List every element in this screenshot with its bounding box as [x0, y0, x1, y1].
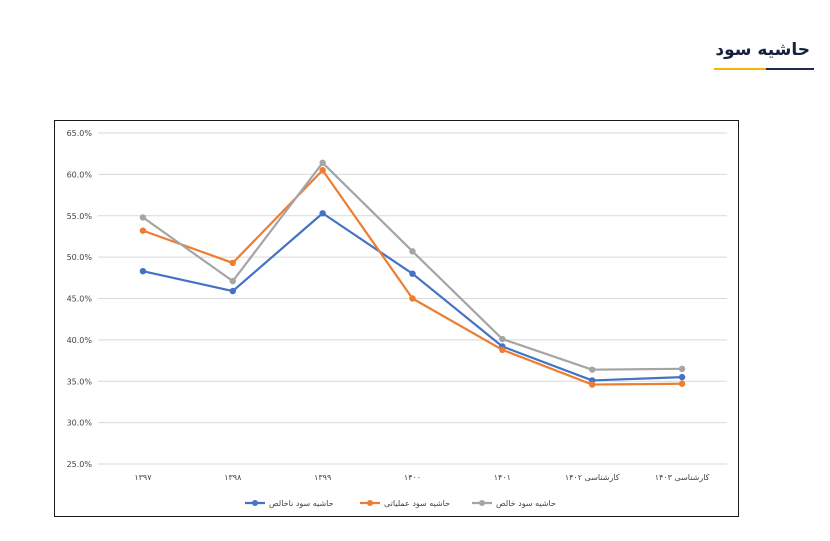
data-point — [499, 335, 506, 343]
data-point — [678, 380, 686, 387]
data-point — [319, 159, 326, 166]
chart-frame: 25.0% 30.0% 35.0% 40.0% 45.0% 50.0% 55.0% 60.0%… — [54, 120, 739, 517]
data-point — [139, 267, 147, 275]
legend-item[interactable]: حاشیه سود ناخالص — [245, 499, 334, 508]
title-underline-accent — [714, 68, 766, 70]
data-point — [409, 270, 416, 277]
y-tick-label: 65.0% — [67, 129, 93, 138]
data-point — [229, 277, 236, 285]
data-point — [678, 373, 686, 381]
legend-label: حاشیه سود ناخالص — [269, 499, 334, 508]
x-tick-label: کارشناسی ۱۴۰۲ — [565, 473, 620, 482]
y-tick-label: 25.0% — [67, 460, 93, 469]
legend-label: حاشیه سود خالص — [496, 499, 556, 508]
series-line-2 — [142, 161, 683, 371]
y-tick-label: 55.0% — [67, 212, 93, 221]
legend-swatch-marker — [479, 500, 485, 506]
legend-swatch-marker — [252, 500, 258, 506]
legend-swatch-marker — [367, 500, 373, 506]
x-tick-label: ۱۳۹۷ — [134, 473, 152, 482]
legend-item[interactable]: حاشیه سود خالص — [472, 499, 556, 508]
legend-label: حاشیه سود عملیاتی — [384, 499, 450, 508]
legend-item[interactable]: حاشیه سود عملیاتی — [360, 499, 450, 508]
margin-line-chart: 25.0% 30.0% 35.0% 40.0% 45.0% 50.0% 55.0% 60.0%… — [67, 129, 727, 508]
y-tick-label: 45.0% — [67, 295, 93, 304]
x-tick-label: ۱۴۰۰ — [404, 473, 421, 482]
data-point — [409, 295, 416, 302]
x-tick-label: ۱۳۹۸ — [224, 473, 242, 482]
data-point — [229, 287, 236, 295]
x-tick-label: کارشناسی ۱۴۰۳ — [655, 473, 710, 482]
y-tick-label: 60.0% — [67, 170, 93, 179]
y-tick-label: 35.0% — [67, 377, 93, 386]
x-tick-label: ۱۳۹۹ — [314, 473, 331, 482]
x-tick-label: ۱۴۰۱ — [494, 473, 511, 482]
data-point — [499, 346, 506, 354]
y-tick-label: 50.0% — [67, 253, 93, 262]
data-point — [139, 227, 147, 234]
series-line-1 — [142, 169, 683, 386]
data-point — [589, 381, 596, 388]
y-tick-label: 40.0% — [67, 336, 93, 345]
y-tick-label: 30.0% — [67, 419, 93, 428]
data-point — [319, 210, 326, 217]
data-point — [409, 248, 416, 255]
data-point — [139, 214, 147, 221]
data-point — [229, 259, 236, 267]
page-title: حاشیه سود — [715, 40, 810, 60]
data-point — [589, 366, 596, 373]
data-point — [319, 167, 326, 174]
data-point — [678, 365, 686, 373]
